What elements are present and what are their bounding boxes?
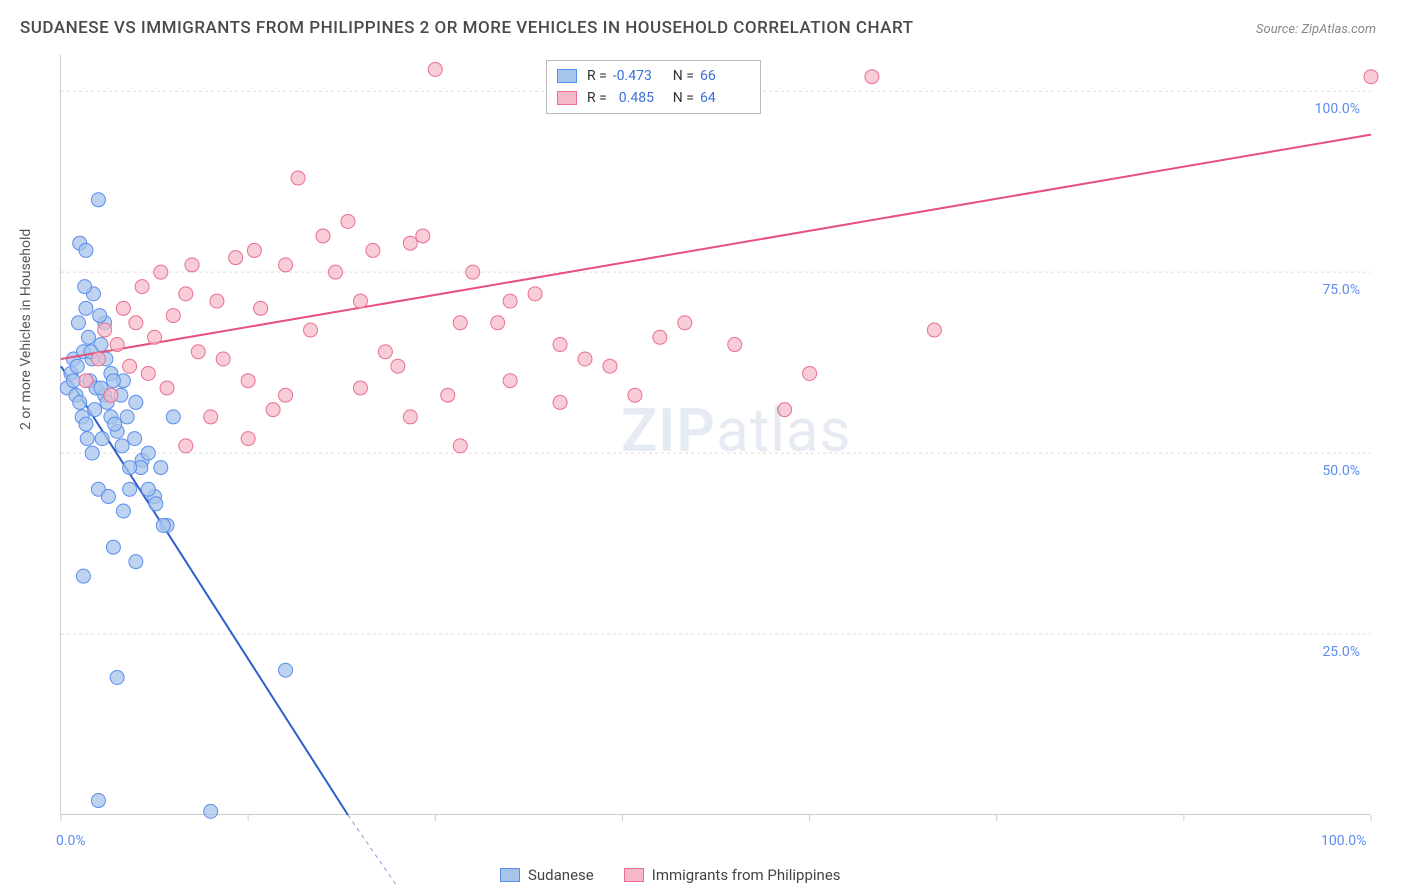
legend-correlation: R = -0.473 N = 66 R = 0.485 N = 64 <box>546 60 761 114</box>
n-value-1: 66 <box>700 68 750 84</box>
legend-row-series-2: R = 0.485 N = 64 <box>557 87 750 109</box>
plot-svg <box>61 55 1370 814</box>
legend-item-2: Immigrants from Philippines <box>624 866 841 884</box>
n-label: N = <box>673 68 694 84</box>
source-label: Source: <box>1256 22 1298 37</box>
legend-item-1: Sudanese <box>500 866 594 884</box>
n-label: N = <box>673 90 694 106</box>
swatch-series-2 <box>557 91 577 105</box>
legend-bottom: Sudanese Immigrants from Philippines <box>500 866 841 884</box>
legend-label-2: Immigrants from Philippines <box>652 866 841 884</box>
y-tick-label: 75.0% <box>1322 282 1360 298</box>
x-tick-label: 100.0% <box>1321 833 1366 849</box>
plot-area: ZIPatlas R = -0.473 N = 66 R = 0.485 N =… <box>60 55 1370 815</box>
r-label: R = <box>587 68 607 84</box>
swatch-bottom-2 <box>624 868 644 882</box>
r-value-2: 0.485 <box>613 90 663 106</box>
swatch-bottom-1 <box>500 868 520 882</box>
y-axis-label: 2 or more Vehicles in Household <box>18 229 34 430</box>
source-attribution: Source: ZipAtlas.com <box>1256 22 1376 37</box>
x-tick-label: 0.0% <box>56 833 86 849</box>
r-value-1: -0.473 <box>613 68 663 84</box>
y-tick-label: 50.0% <box>1322 463 1360 479</box>
source-value: ZipAtlas.com <box>1301 22 1376 37</box>
legend-label-1: Sudanese <box>528 866 594 884</box>
chart-title: SUDANESE VS IMMIGRANTS FROM PHILIPPINES … <box>20 18 913 38</box>
y-tick-label: 25.0% <box>1322 644 1360 660</box>
swatch-series-1 <box>557 69 577 83</box>
n-value-2: 64 <box>700 90 750 106</box>
r-label: R = <box>587 90 607 106</box>
y-tick-label: 100.0% <box>1315 101 1360 117</box>
legend-row-series-1: R = -0.473 N = 66 <box>557 65 750 87</box>
